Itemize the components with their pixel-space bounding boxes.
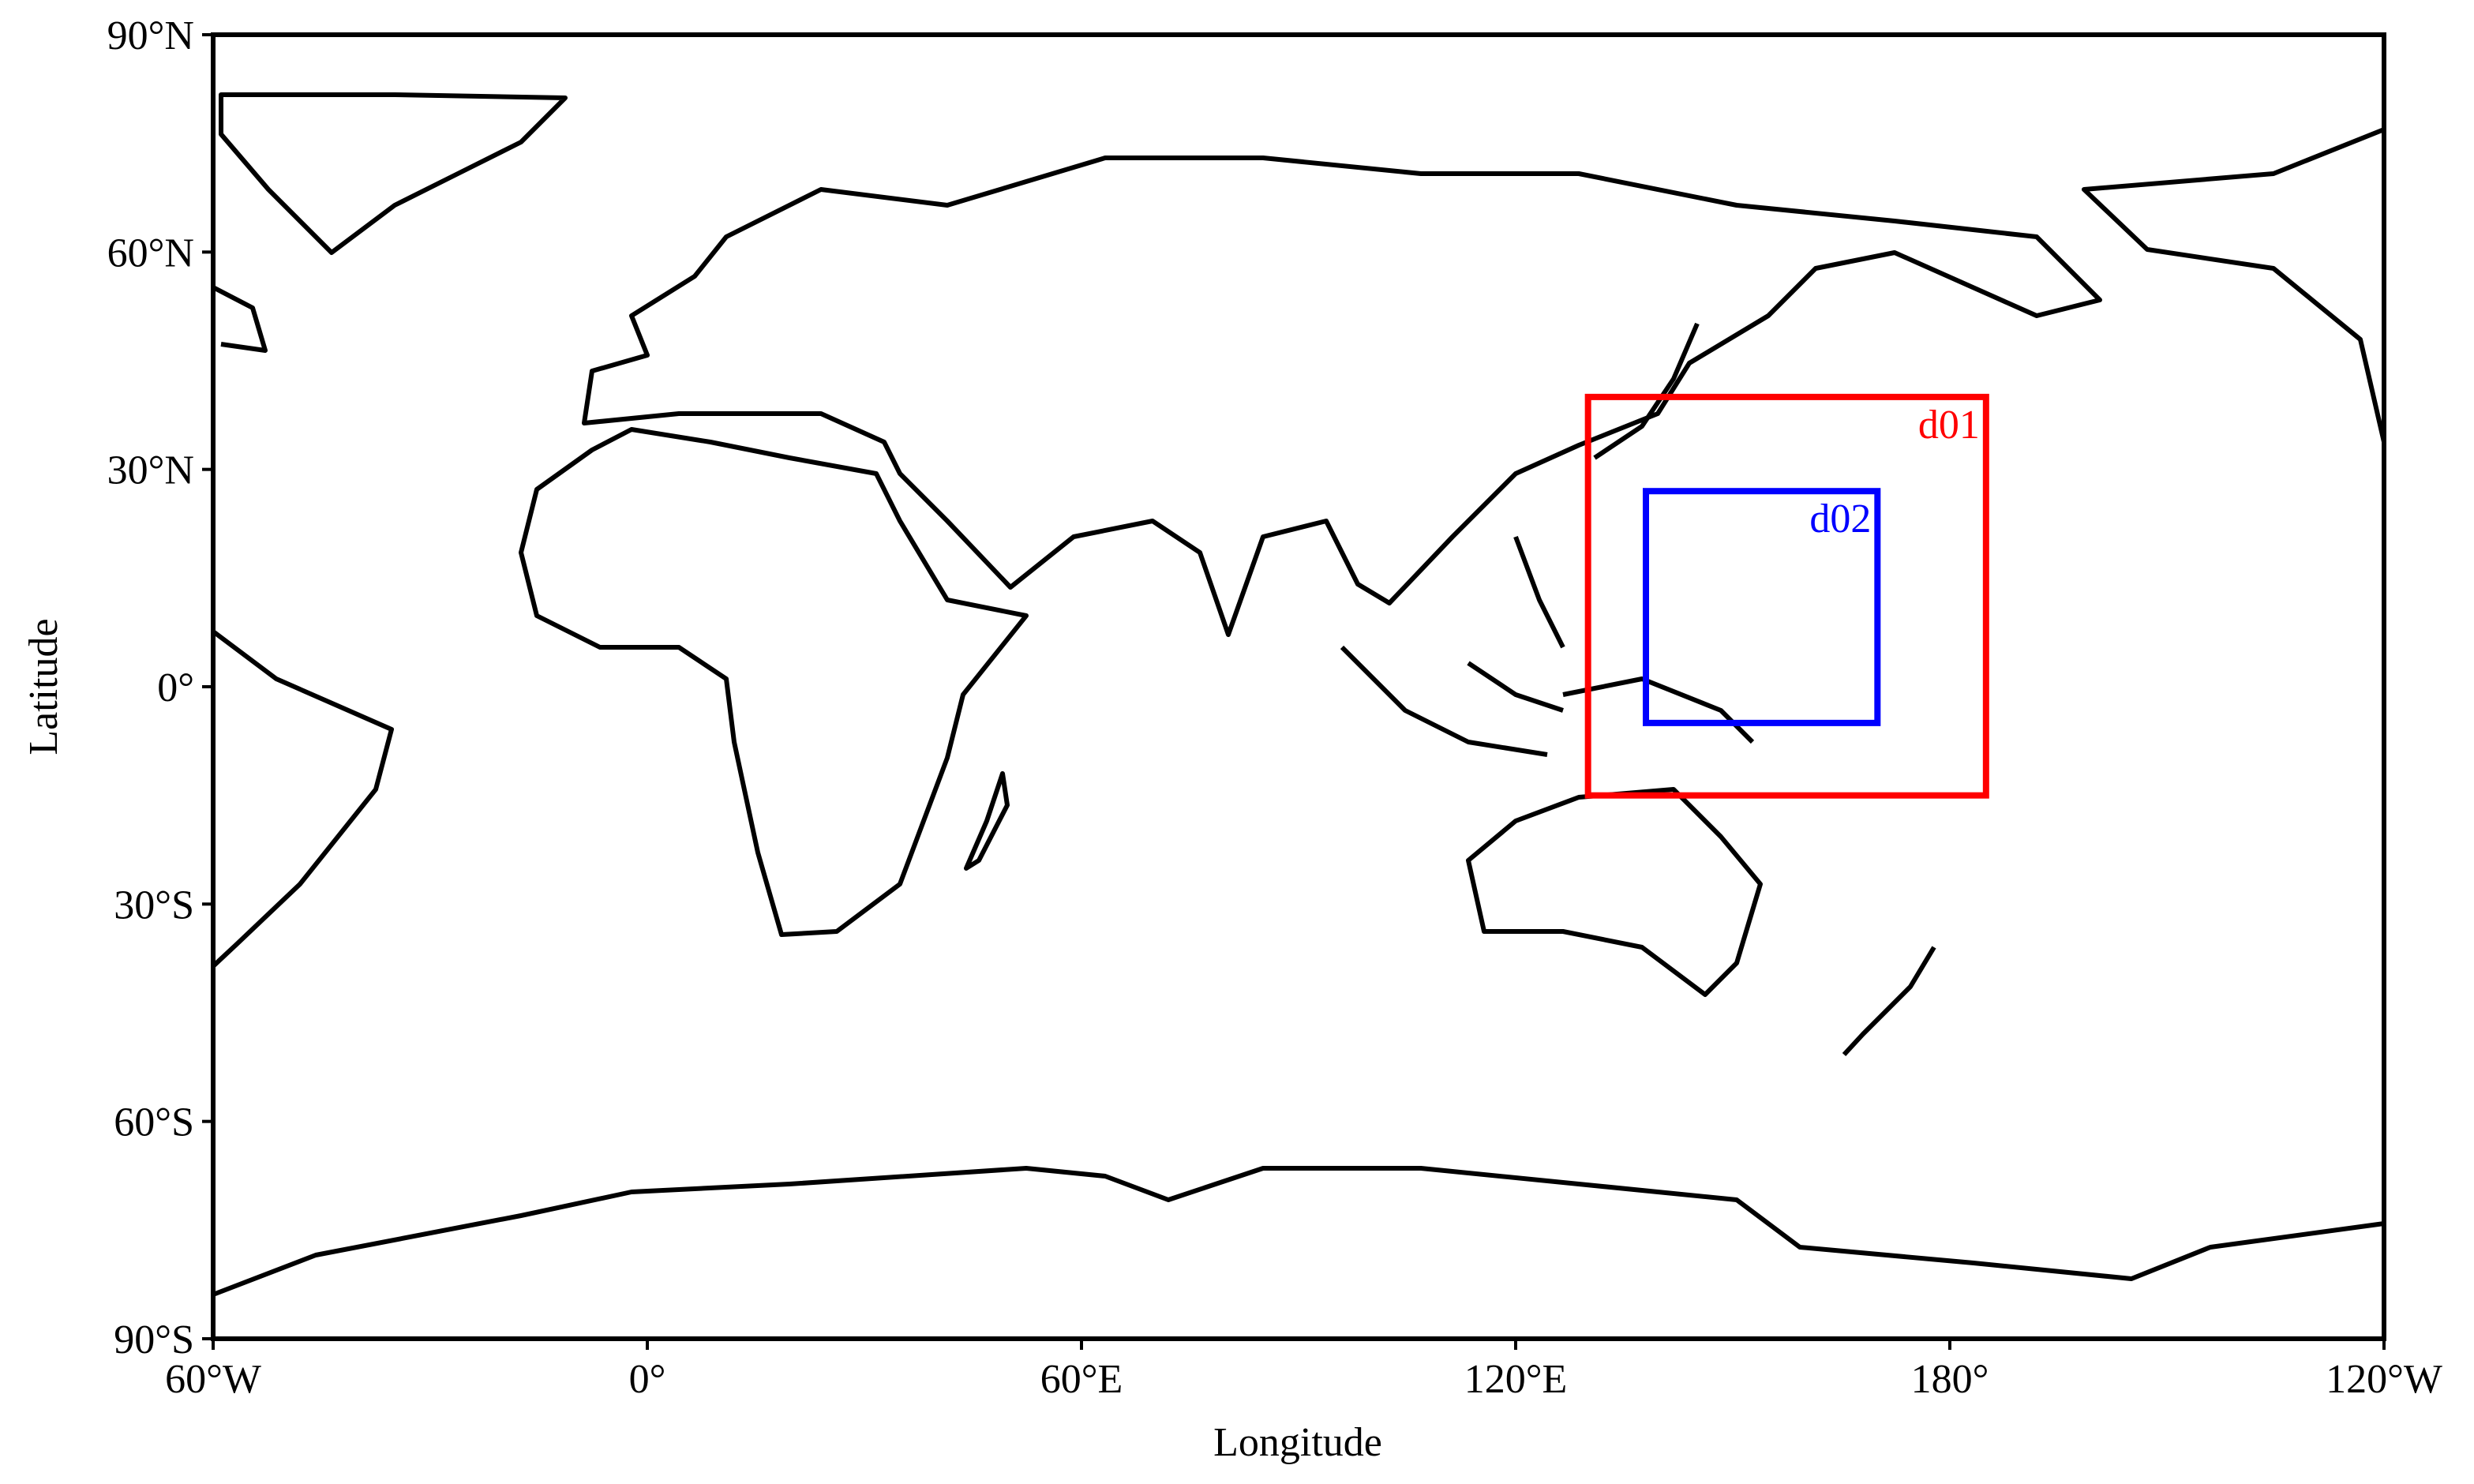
x-tick-label: 120°E xyxy=(1464,1357,1568,1402)
domain-box xyxy=(1643,488,1881,726)
y-tick-label: 30°N xyxy=(107,448,194,493)
x-tick-label: 180° xyxy=(1911,1357,1989,1402)
x-axis-label: Longitude xyxy=(1213,1420,1382,1465)
domain-box xyxy=(1584,393,1989,799)
domain-label: d02 xyxy=(1809,497,1871,542)
north-america-east xyxy=(212,285,268,353)
japan xyxy=(1593,322,1700,460)
x-tick-label: 0° xyxy=(629,1357,666,1402)
y-tick-label: 90°N xyxy=(107,13,194,58)
map-frame xyxy=(211,32,2386,1341)
madagascar xyxy=(964,771,1010,871)
australia xyxy=(1466,787,1763,997)
south-america xyxy=(211,629,394,969)
greenland xyxy=(219,92,568,255)
antarctica xyxy=(212,1166,2385,1297)
x-tick-label: 120°W xyxy=(2326,1357,2442,1402)
y-axis-label: Latitude xyxy=(21,618,66,755)
x-tick-label: 60°E xyxy=(1040,1357,1123,1402)
domain-label: d01 xyxy=(1918,403,1980,448)
y-tick-label: 0° xyxy=(157,665,194,710)
north-america-west xyxy=(2082,127,2386,443)
africa xyxy=(519,427,1029,937)
coastlines xyxy=(211,92,2386,1297)
indonesia xyxy=(1340,535,1755,757)
y-tick-label: 30°S xyxy=(114,883,194,928)
x-tick-label: 60°W xyxy=(165,1357,261,1402)
new-zealand xyxy=(1842,946,1936,1057)
y-tick-label: 60°S xyxy=(114,1100,194,1145)
y-tick-label: 90°S xyxy=(114,1317,194,1362)
y-tick-label: 60°N xyxy=(107,230,194,275)
eurasia xyxy=(582,156,2102,637)
